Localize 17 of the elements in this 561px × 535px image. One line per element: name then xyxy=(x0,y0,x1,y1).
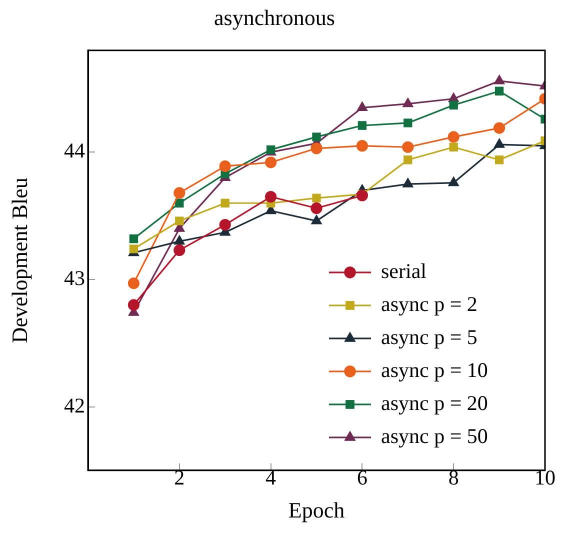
y-axis-title: Development Bleu xyxy=(6,178,32,344)
legend-label: async p = 20 xyxy=(381,390,488,415)
legend-label: async p = 50 xyxy=(381,424,488,448)
y-tick-label: 44 xyxy=(64,138,86,163)
x-tick-label: 2 xyxy=(174,466,185,490)
x-tick-label: 4 xyxy=(266,466,277,490)
x-tick-label: 6 xyxy=(356,466,368,490)
legend-label: serial xyxy=(381,258,427,283)
x-tick-label: 8 xyxy=(448,466,459,490)
y-tick-label: 42 xyxy=(64,393,85,418)
chart-title: asynchronous xyxy=(214,4,335,30)
legend-label: async p = 10 xyxy=(381,358,488,382)
legend-label: async p = 2 xyxy=(381,292,478,316)
legend-label: async p = 5 xyxy=(381,324,478,349)
y-tick-label: 43 xyxy=(64,266,85,290)
x-axis-title: Epoch xyxy=(288,498,345,523)
x-tick-label: 10 xyxy=(534,466,556,490)
